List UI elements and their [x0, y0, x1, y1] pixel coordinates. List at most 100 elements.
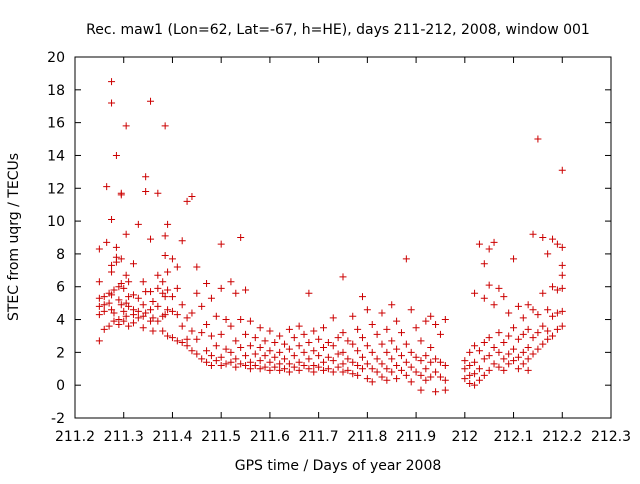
data-point — [461, 365, 469, 373]
data-point — [466, 380, 474, 388]
data-point — [266, 327, 274, 335]
data-point — [95, 302, 103, 310]
data-point — [227, 278, 235, 286]
data-point — [402, 358, 410, 366]
data-point — [203, 358, 211, 366]
data-point — [393, 375, 401, 383]
data-point — [271, 363, 279, 371]
data-point — [203, 279, 211, 287]
data-point — [164, 286, 172, 294]
data-point — [103, 183, 111, 191]
plot-frame — [74, 56, 612, 419]
data-point — [344, 337, 352, 345]
data-point — [485, 281, 493, 289]
data-point — [432, 368, 440, 376]
data-point — [339, 348, 347, 356]
data-point — [149, 297, 157, 305]
data-point — [514, 302, 522, 310]
data-point — [112, 243, 120, 251]
data-point — [217, 353, 225, 361]
data-point — [549, 312, 557, 320]
data-point — [281, 355, 289, 363]
data-point — [237, 316, 245, 324]
data-point — [373, 330, 381, 338]
data-point — [115, 320, 123, 328]
data-point — [539, 322, 547, 330]
data-point — [310, 361, 318, 369]
data-point — [276, 348, 284, 356]
data-point — [227, 358, 235, 366]
data-point — [485, 245, 493, 253]
data-point — [183, 342, 191, 350]
y-tick-label: 8 — [56, 247, 65, 263]
data-point — [378, 373, 386, 381]
data-point — [276, 360, 284, 368]
y-tick-label: 0 — [56, 378, 65, 394]
data-point — [432, 388, 440, 396]
data-point — [212, 312, 220, 320]
data-point — [402, 371, 410, 379]
data-point — [281, 340, 289, 348]
data-point — [198, 355, 206, 363]
chart-title: Rec. maw1 (Lon=62, Lat=-67, h=HE), days … — [86, 22, 590, 38]
data-point — [475, 376, 483, 384]
data-point — [441, 376, 449, 384]
x-tick-label: 211.2 — [55, 429, 95, 445]
data-point — [95, 311, 103, 319]
data-point — [164, 306, 172, 314]
data-point — [553, 325, 561, 333]
data-point — [510, 255, 518, 263]
data-point — [529, 350, 537, 358]
data-point — [368, 365, 376, 373]
data-point — [358, 353, 366, 361]
data-point — [358, 365, 366, 373]
data-point — [480, 260, 488, 268]
data-point — [237, 343, 245, 351]
data-point — [407, 378, 415, 386]
data-point — [427, 358, 435, 366]
data-point — [480, 339, 488, 347]
data-point — [320, 324, 328, 332]
data-point — [495, 348, 503, 356]
data-point — [480, 294, 488, 302]
data-point — [117, 301, 125, 309]
data-point — [161, 311, 169, 319]
data-point — [256, 365, 264, 373]
data-point — [422, 365, 430, 373]
data-point — [558, 243, 566, 251]
data-point — [95, 278, 103, 286]
data-point — [100, 301, 108, 309]
data-point — [217, 361, 225, 369]
data-point — [500, 293, 508, 301]
data-point — [524, 366, 532, 374]
data-point — [471, 381, 479, 389]
data-point — [417, 337, 425, 345]
y-tick-label: 4 — [56, 313, 65, 329]
data-point — [178, 339, 186, 347]
data-point — [383, 348, 391, 356]
data-point — [539, 289, 547, 297]
data-point — [383, 325, 391, 333]
data-point — [295, 342, 303, 350]
data-point — [164, 268, 172, 276]
data-point — [397, 352, 405, 360]
data-point — [553, 286, 561, 294]
data-point — [134, 294, 142, 302]
data-point — [514, 365, 522, 373]
data-point — [510, 324, 518, 332]
data-point — [388, 355, 396, 363]
data-point — [558, 284, 566, 292]
data-point — [122, 271, 130, 279]
data-point — [159, 327, 167, 335]
data-point — [125, 278, 133, 286]
data-point — [154, 317, 162, 325]
data-point — [393, 317, 401, 325]
data-point — [490, 301, 498, 309]
data-point — [495, 284, 503, 292]
data-point — [558, 166, 566, 174]
data-point — [256, 357, 264, 365]
data-point — [315, 352, 323, 360]
data-point — [505, 350, 513, 358]
x-tick-label: 211.9 — [396, 429, 436, 445]
data-point — [120, 307, 128, 315]
